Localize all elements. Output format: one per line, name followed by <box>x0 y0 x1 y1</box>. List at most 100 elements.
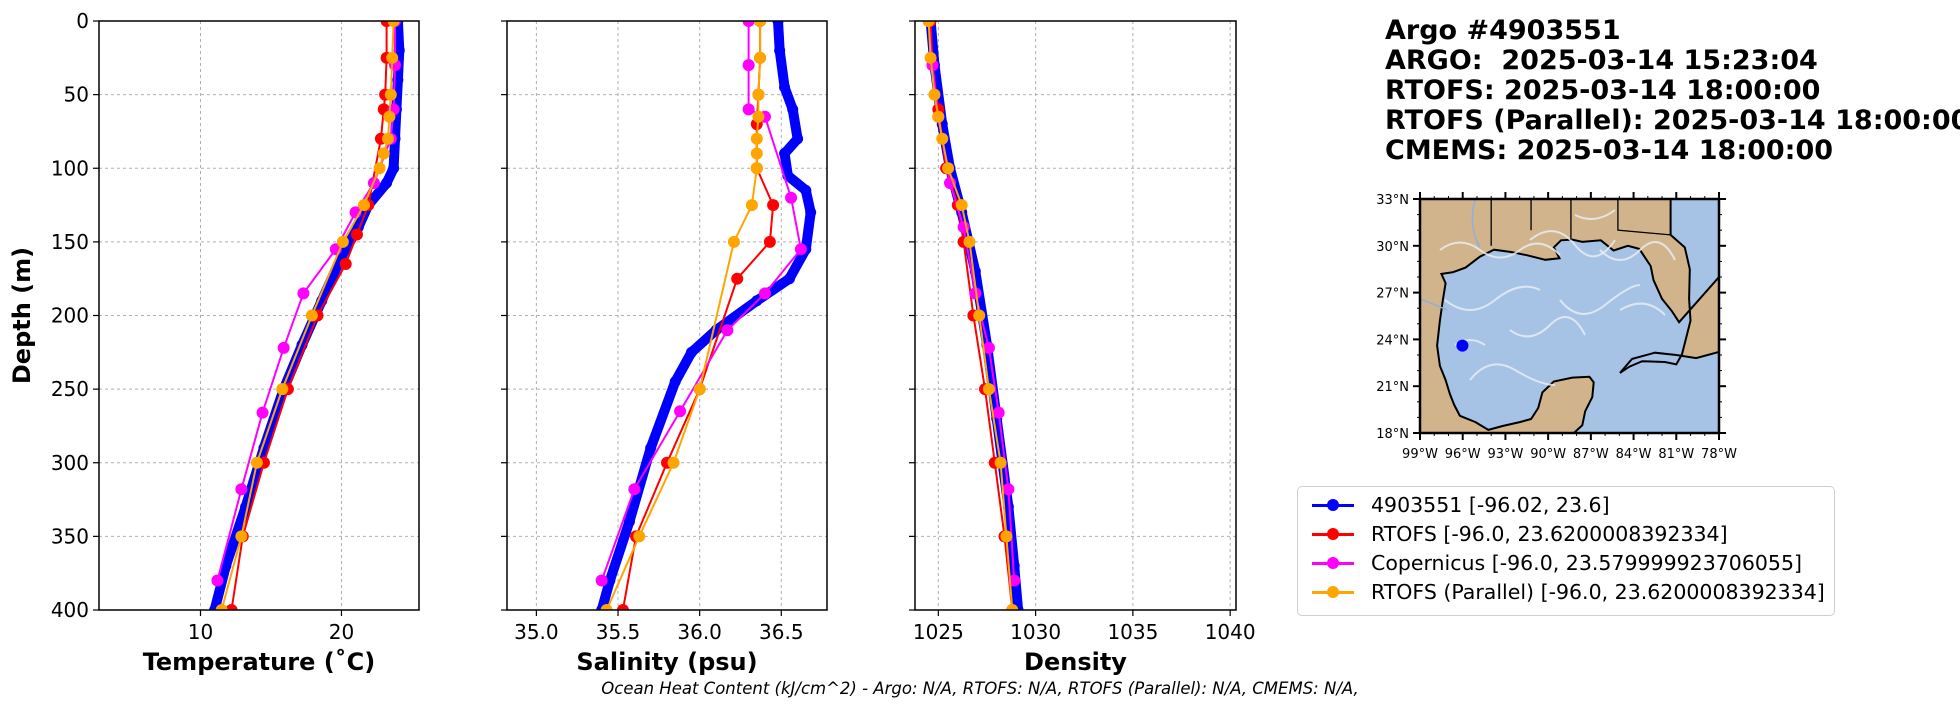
current-streamline <box>1444 285 1541 311</box>
data-point <box>754 21 767 27</box>
data-point-argo <box>388 162 400 174</box>
map-lat-label: 24°N <box>1376 333 1409 348</box>
current-streamline <box>1559 284 1641 315</box>
legend-swatch <box>1308 524 1358 544</box>
data-point <box>383 110 396 123</box>
title-line: RTOFS: 2025-03-14 18:00:00 <box>1385 75 1821 106</box>
y-axis-label: Depth (m) <box>8 247 36 384</box>
current-streamline <box>1439 241 1561 259</box>
figure-title: Argo #4903551 ARGO: 2025-03-14 15:23:04 RT… <box>1385 16 1960 166</box>
data-point <box>628 483 641 496</box>
data-point <box>235 530 248 543</box>
map-borders <box>1490 199 1671 246</box>
data-point <box>225 604 238 610</box>
data-point <box>235 483 248 496</box>
x-tick-label: 1030 <box>1010 620 1061 644</box>
legend-item: 4903551 [-96.02, 23.6] <box>1308 491 1610 519</box>
data-point <box>731 272 744 285</box>
data-point <box>932 110 945 123</box>
x-tick-label: 1035 <box>1107 620 1158 644</box>
data-point <box>754 51 767 64</box>
map-lon-label: 99°W <box>1402 447 1438 462</box>
map-frame <box>1418 197 1721 435</box>
data-point-argo <box>220 560 232 572</box>
data-point-argo <box>772 21 784 27</box>
data-point <box>387 21 400 27</box>
legend-swatch <box>1308 582 1358 602</box>
y-tick-label: 300 <box>51 451 89 475</box>
data-point <box>600 604 613 610</box>
data-point <box>750 162 763 175</box>
map-lon-label: 93°W <box>1487 447 1523 462</box>
current-streamline <box>1574 209 1616 220</box>
title-line: ARGO: 2025-03-14 15:23:04 <box>1385 45 1818 76</box>
data-point <box>358 199 371 212</box>
x-tick-label: 36.0 <box>677 620 722 644</box>
data-point <box>992 406 1005 419</box>
series-layer <box>922 21 1024 610</box>
x-axis-label: Density <box>1024 648 1127 676</box>
data-point <box>752 110 765 123</box>
profile-panel-3: 1025 1030 1035 1040 Density <box>909 20 1256 676</box>
current-streamline <box>1469 363 1556 386</box>
data-point <box>922 21 935 27</box>
data-point <box>350 228 363 241</box>
data-point <box>616 604 629 610</box>
map-lon-label: 84°W <box>1616 447 1652 462</box>
series-line <box>216 21 396 581</box>
title-line: Argo #4903551 <box>1385 15 1621 46</box>
argo-float-location <box>1456 339 1469 352</box>
y-tick-label: 150 <box>51 230 89 254</box>
x-tick-label: 10 <box>188 620 213 644</box>
data-point-argo <box>381 177 393 189</box>
data-point <box>595 574 608 587</box>
data-point <box>305 309 318 322</box>
series-layer <box>595 21 817 610</box>
inset-map: 33°N 30°N 27°N 24°N 21°N 18°N 99°W 96°W 93°W 90°W… <box>1376 192 1737 462</box>
data-point <box>785 191 798 204</box>
data-point <box>250 456 263 469</box>
data-point <box>745 199 758 212</box>
legend-item: Copernicus [-96.0, 23.579999923706055] <box>1308 549 1802 577</box>
y-tick-label: 100 <box>51 156 89 180</box>
data-point <box>256 406 269 419</box>
map-lat-label: 30°N <box>1376 240 1409 255</box>
legend: 4903551 [-96.02, 23.6] RTOFS [-96.0, 23.… <box>1297 486 1835 616</box>
legend-item: RTOFS (Parallel) [-96.0, 23.620000839233… <box>1308 578 1825 606</box>
data-point <box>982 383 995 396</box>
data-point-argo <box>393 44 405 56</box>
y-tick-label: 200 <box>51 304 89 328</box>
data-point <box>750 132 763 145</box>
legend-label: 4903551 [-96.02, 23.6] <box>1371 493 1610 517</box>
map-lat-label: 18°N <box>1376 427 1409 442</box>
y-tick-label: 50 <box>64 83 89 107</box>
data-point <box>384 88 397 101</box>
data-point <box>955 199 968 212</box>
map-rivers <box>1419 198 1481 311</box>
x-tick-label: 35.0 <box>514 620 559 644</box>
data-point-argo <box>779 81 791 93</box>
map-lon-label: 81°W <box>1658 447 1694 462</box>
map-lon-label: 78°W <box>1701 447 1737 462</box>
x-tick-label: 36.5 <box>759 620 804 644</box>
current-streamline <box>1599 241 1676 261</box>
y-tick-label: 400 <box>51 598 89 622</box>
data-point-argo <box>604 575 616 587</box>
data-point <box>752 88 765 101</box>
current-streamline <box>1619 302 1666 316</box>
data-point <box>386 51 399 64</box>
data-point <box>674 405 687 418</box>
x-tick-label: 1025 <box>913 620 964 644</box>
data-point <box>963 235 976 248</box>
legend-swatch <box>1308 553 1358 573</box>
map-lon-label: 87°W <box>1573 447 1609 462</box>
data-point <box>215 604 228 610</box>
map-lat-label: 27°N <box>1376 287 1409 302</box>
data-point-argo <box>685 346 697 358</box>
legend-label: Copernicus [-96.0, 23.579999923706055] <box>1371 551 1803 575</box>
data-point-argo <box>1002 501 1014 513</box>
data-point-argo <box>792 133 804 145</box>
data-point <box>373 162 386 175</box>
data-point <box>742 59 755 72</box>
data-point-argo <box>800 184 812 196</box>
